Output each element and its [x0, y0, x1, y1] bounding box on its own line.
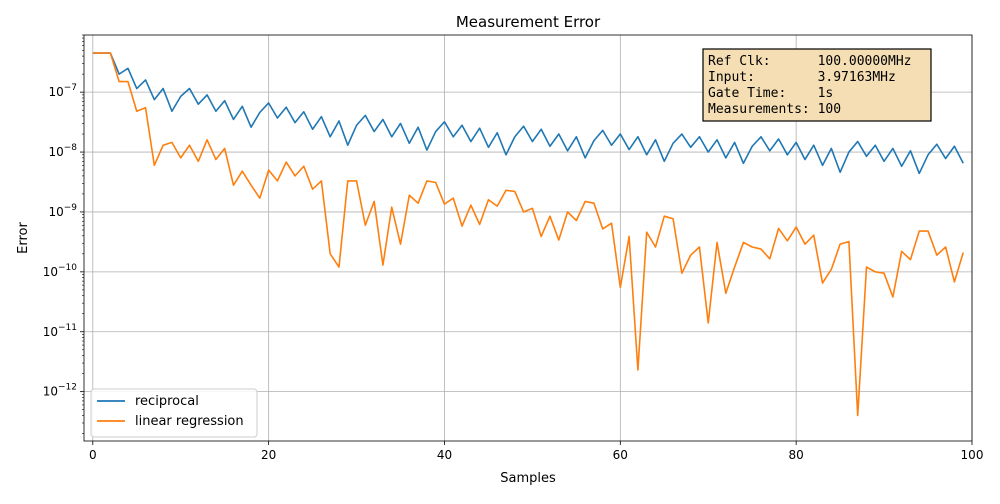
x-tick-label: 0 [89, 448, 97, 462]
info-ref-clk: Ref Clk: 100.00000MHz [708, 54, 912, 69]
series-line-linear-regression [92, 52, 964, 417]
x-tick-label: 80 [789, 448, 804, 462]
y-tick-label: 10−9 [48, 203, 77, 219]
chart-title: Measurement Error [456, 13, 601, 31]
plot-frame [83, 34, 973, 442]
y-tick-label: 10−7 [48, 83, 77, 99]
y-tick-label: 10−12 [43, 383, 77, 399]
axis-ticks: 0 20 40 60 80 100 10−12 10−11 10−10 10−9 10−8 10−7 [43, 34, 984, 462]
legend-label-reciprocal: reciprocal [135, 394, 199, 409]
y-tick-label: 10−8 [48, 143, 77, 159]
legend: reciprocal linear regression [90, 388, 258, 438]
info-measurements: Measurements: 100 [708, 102, 841, 117]
y-axis-label: Error [16, 222, 31, 254]
x-tick-label: 60 [613, 448, 628, 462]
y-tick-label: 10−10 [43, 263, 78, 279]
series-line-reciprocal [92, 52, 964, 175]
legend-box [90, 388, 258, 438]
info-input: Input: 3.97163MHz [708, 70, 896, 85]
x-tick-label: 20 [261, 448, 276, 462]
info-box-background [702, 48, 932, 122]
x-tick-label: 40 [437, 448, 452, 462]
legend-label-linear-regression: linear regression [135, 414, 244, 429]
y-tick-label: 10−11 [43, 323, 77, 339]
x-axis-label: Samples [500, 471, 556, 486]
x-tick-label: 100 [961, 448, 984, 462]
info-gate-time: Gate Time: 1s [708, 86, 833, 101]
measurement-info-box: Ref Clk: 100.00000MHz Input: 3.97163MHz … [702, 48, 932, 122]
series-lines [92, 52, 964, 417]
